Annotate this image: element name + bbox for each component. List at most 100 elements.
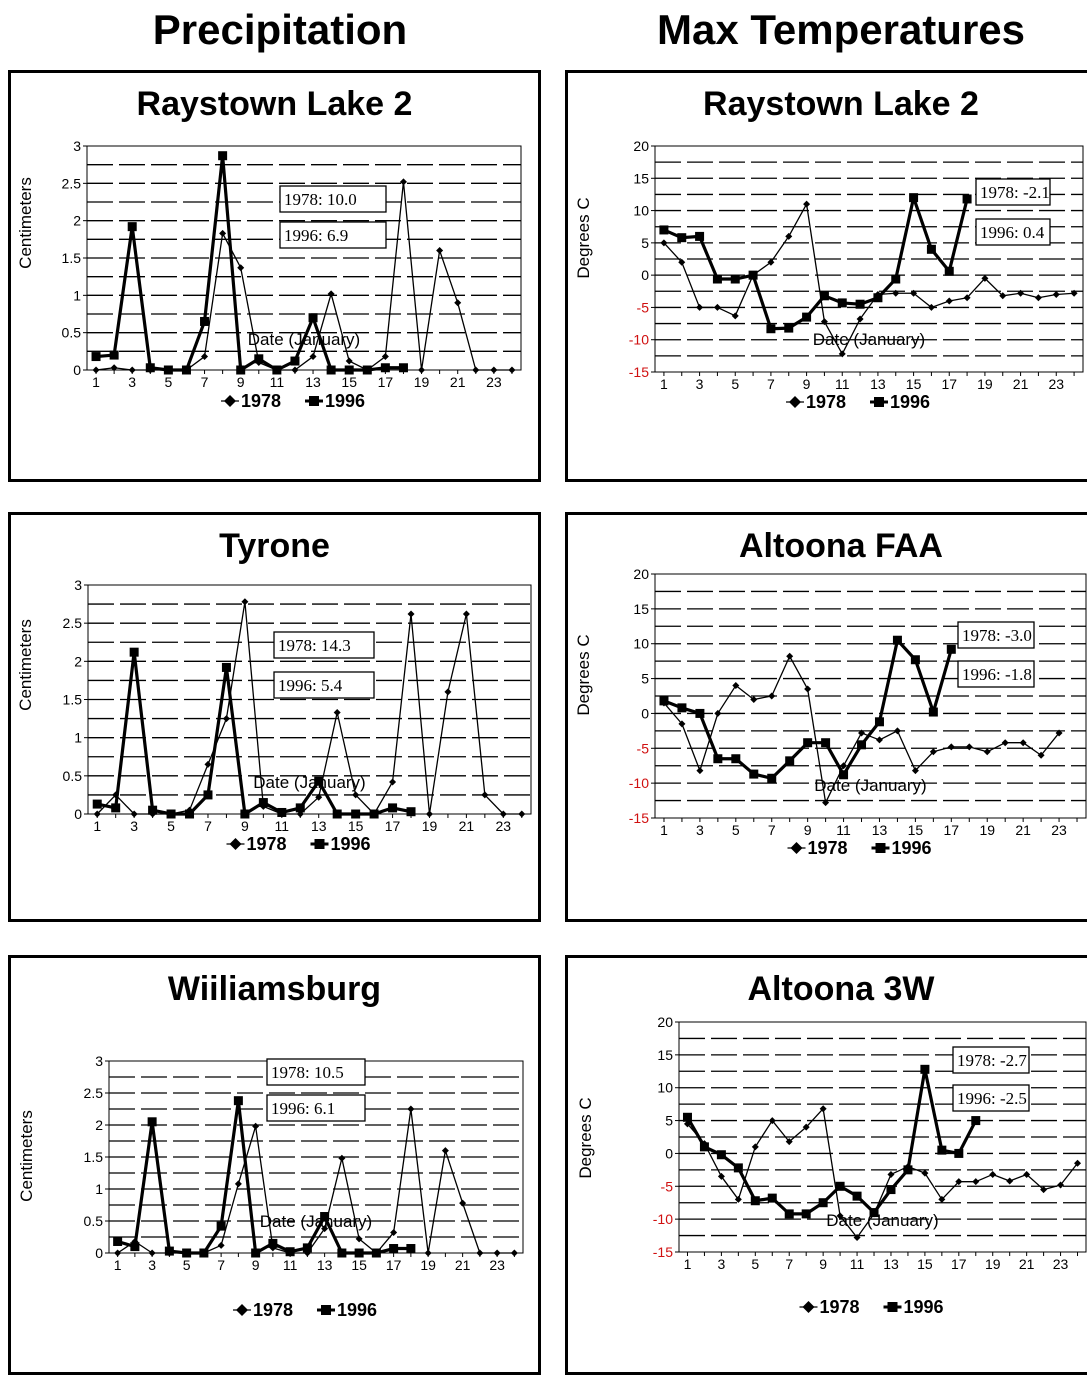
x-tick-label: 15 bbox=[351, 1257, 367, 1273]
x-tick-label: 11 bbox=[836, 822, 851, 838]
x-tick-label: 3 bbox=[696, 376, 704, 392]
annotation-box bbox=[957, 621, 1035, 649]
y-tick-label: 2.5 bbox=[84, 1085, 104, 1101]
data-point-1978 bbox=[399, 178, 407, 186]
data-point-1978 bbox=[389, 778, 397, 786]
data-point-1996 bbox=[821, 738, 831, 748]
y-tick-label: 2 bbox=[73, 213, 81, 229]
x-tick-label: 13 bbox=[305, 374, 321, 390]
data-point-1978 bbox=[820, 318, 828, 326]
data-point-1996 bbox=[148, 805, 158, 815]
x-tick-label: 15 bbox=[341, 374, 357, 390]
x-tick-label: 23 bbox=[489, 1257, 505, 1273]
x-tick-label: 17 bbox=[951, 1256, 967, 1272]
annotation-box bbox=[266, 1058, 366, 1086]
data-point-1996 bbox=[109, 350, 119, 360]
data-point-1996 bbox=[716, 1150, 726, 1160]
x-tick-label: 23 bbox=[1051, 822, 1067, 838]
data-point-1978 bbox=[148, 1249, 156, 1257]
legend-marker-1996 bbox=[321, 1305, 331, 1315]
annotation-box bbox=[957, 660, 1035, 688]
x-tick-label: 3 bbox=[128, 374, 136, 390]
data-point-1996 bbox=[199, 1248, 209, 1258]
data-point-1996 bbox=[839, 770, 849, 780]
x-tick-label: 19 bbox=[414, 374, 430, 390]
data-point-1978 bbox=[660, 239, 668, 247]
data-point-1978 bbox=[481, 791, 489, 799]
data-point-1996 bbox=[216, 1221, 226, 1231]
data-point-1996 bbox=[682, 1112, 692, 1122]
data-point-1978 bbox=[1034, 294, 1042, 302]
data-point-1978 bbox=[472, 366, 480, 374]
data-point-1978 bbox=[678, 258, 686, 266]
data-point-1996 bbox=[127, 222, 137, 232]
data-point-1996 bbox=[909, 193, 919, 203]
data-point-1996 bbox=[164, 1246, 174, 1256]
x-tick-label: 15 bbox=[917, 1256, 933, 1272]
x-tick-label: 13 bbox=[883, 1256, 899, 1272]
data-point-1978 bbox=[424, 1249, 432, 1257]
data-point-1978 bbox=[338, 1154, 346, 1162]
data-point-1978 bbox=[333, 708, 341, 716]
data-point-1978 bbox=[390, 1229, 398, 1237]
x-tick-label: 17 bbox=[385, 818, 401, 834]
chart-panel-raystown-temp: Raystown Lake 2 -15 -10 -5 0 5 10 15 20 1 3 5 7 9 11 1… bbox=[565, 70, 1087, 482]
data-point-1996 bbox=[903, 1165, 913, 1175]
x-tick-label: 23 bbox=[496, 818, 512, 834]
data-point-1996 bbox=[388, 803, 398, 813]
data-point-1996 bbox=[254, 354, 264, 364]
annotation-text: 1996: 5.4 bbox=[278, 676, 343, 695]
data-point-1996 bbox=[354, 1248, 364, 1258]
y-tick-label: 2 bbox=[95, 1117, 103, 1133]
legend-label-1996: 1996 bbox=[890, 392, 930, 412]
data-point-1978 bbox=[425, 810, 433, 818]
x-tick-label: 21 bbox=[459, 818, 475, 834]
data-point-1978 bbox=[1001, 739, 1009, 747]
data-point-1978 bbox=[768, 692, 776, 700]
y-tick-label: 1.5 bbox=[62, 250, 82, 266]
data-point-1996 bbox=[251, 1248, 261, 1258]
data-point-1996 bbox=[145, 363, 155, 373]
data-point-1978 bbox=[732, 682, 740, 690]
chart-title: Tyrone bbox=[219, 527, 330, 565]
data-point-1978 bbox=[418, 366, 426, 374]
y-tick-label: 0 bbox=[73, 362, 81, 378]
data-point-1996 bbox=[218, 151, 228, 161]
data-point-1996 bbox=[835, 1181, 845, 1191]
y-tick-label: 0.5 bbox=[62, 325, 82, 341]
y-tick-label: -10 bbox=[653, 1211, 673, 1227]
data-point-1996 bbox=[748, 270, 758, 280]
y-tick-label: 15 bbox=[633, 601, 649, 617]
y-tick-label: 0 bbox=[641, 705, 649, 721]
x-tick-label: 19 bbox=[979, 822, 995, 838]
data-point-1978 bbox=[838, 350, 846, 358]
x-tick-label: 1 bbox=[92, 374, 100, 390]
data-point-1996 bbox=[389, 1244, 399, 1254]
data-point-1996 bbox=[928, 707, 938, 717]
x-tick-label: 19 bbox=[977, 376, 993, 392]
x-axis-title: Date (January) bbox=[813, 330, 925, 349]
data-point-1996 bbox=[926, 244, 936, 254]
data-point-1996 bbox=[380, 363, 390, 373]
data-point-1996 bbox=[937, 1145, 947, 1155]
y-tick-label: -15 bbox=[629, 810, 649, 826]
data-point-1978 bbox=[93, 810, 101, 818]
data-point-1978 bbox=[1023, 1170, 1031, 1178]
x-axis-title: Date (January) bbox=[826, 1211, 938, 1230]
y-axis-title: Centimeters bbox=[16, 177, 35, 269]
data-point-1996 bbox=[277, 807, 287, 817]
y-tick-label: 2.5 bbox=[62, 175, 82, 191]
data-point-1978 bbox=[767, 258, 775, 266]
y-tick-label: 3 bbox=[74, 577, 82, 593]
legend-label-1996: 1996 bbox=[892, 838, 932, 858]
data-point-1996 bbox=[730, 274, 740, 284]
data-point-1996 bbox=[910, 655, 920, 665]
y-tick-label: 0 bbox=[95, 1245, 103, 1261]
data-point-1978 bbox=[315, 793, 323, 801]
x-tick-label: 21 bbox=[1019, 1256, 1035, 1272]
data-point-1996 bbox=[837, 298, 847, 308]
x-tick-label: 11 bbox=[850, 1256, 865, 1272]
x-tick-label: 15 bbox=[348, 818, 364, 834]
